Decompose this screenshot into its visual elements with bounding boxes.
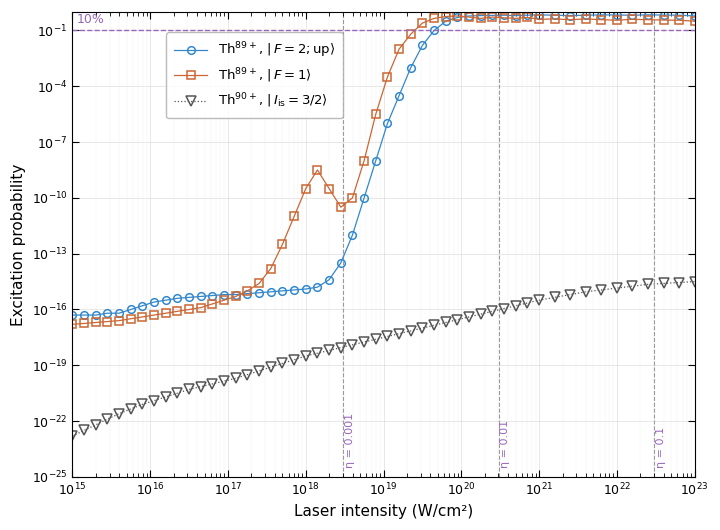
Text: η = 0.001: η = 0.001 [345, 412, 355, 467]
Text: η = 0.1: η = 0.1 [656, 427, 666, 467]
Text: η = 0.01: η = 0.01 [500, 419, 510, 467]
Text: 10%: 10% [76, 13, 104, 26]
Legend: Th$^{89+}$, $|\,F = 2;\mathrm{up}\rangle$, Th$^{89+}$, $|\,F = 1\rangle$, Th$^{9: Th$^{89+}$, $|\,F = 2;\mathrm{up}\rangle… [166, 32, 343, 118]
X-axis label: Laser intensity (W/cm²): Laser intensity (W/cm²) [294, 504, 473, 519]
Y-axis label: Excitation probability: Excitation probability [11, 163, 26, 325]
